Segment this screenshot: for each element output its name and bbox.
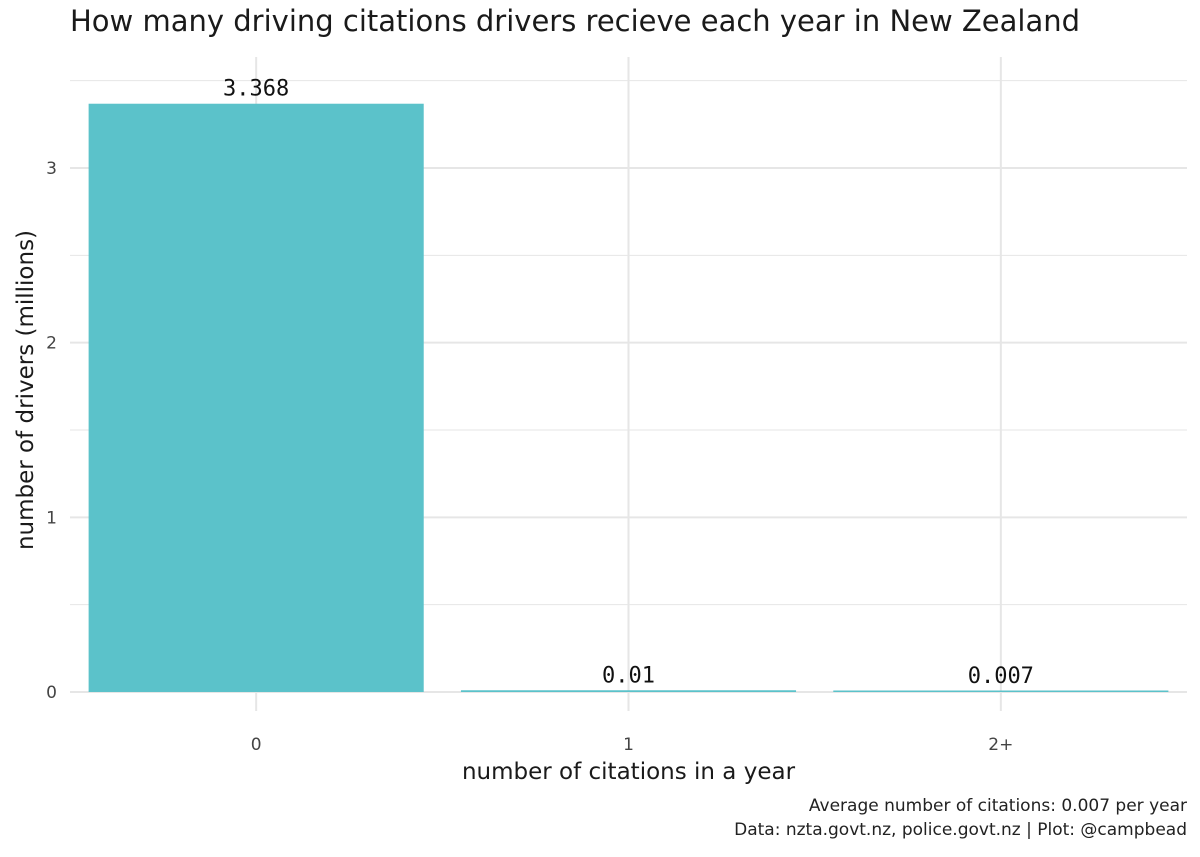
x-tick-label: 2+: [988, 735, 1013, 755]
y-tick-label: 2: [46, 334, 57, 354]
x-tick-label: 1: [623, 735, 634, 755]
caption-source: Data: nzta.govt.nz, police.govt.nz | Plo…: [734, 820, 1187, 840]
data-label: 0.007: [968, 664, 1034, 689]
y-tick-label: 3: [46, 159, 57, 179]
y-axis-title: number of drivers (millions): [13, 230, 39, 550]
bar-2+: [833, 690, 1169, 692]
bar-1: [460, 690, 797, 692]
chart-title: How many driving citations drivers recie…: [70, 4, 1081, 38]
y-tick-label: 1: [46, 508, 57, 528]
data-label: 3.368: [223, 77, 289, 102]
data-label: 0.01: [602, 663, 655, 688]
x-axis-title: number of citations in a year: [462, 759, 796, 785]
caption-average: Average number of citations: 0.007 per y…: [808, 796, 1187, 816]
y-tick-label: 0: [46, 683, 57, 703]
bar-0: [88, 103, 424, 693]
x-tick-label: 0: [251, 735, 262, 755]
